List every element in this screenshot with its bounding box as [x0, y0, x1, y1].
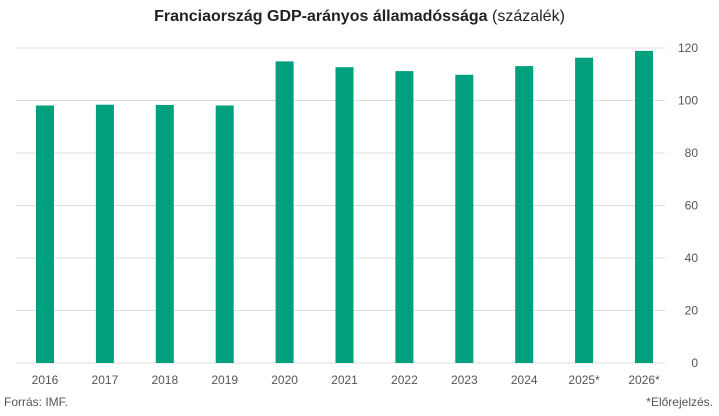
x-tick-label: 2022 [391, 373, 418, 387]
bar-2023 [455, 74, 474, 364]
x-tick-label: 2023 [451, 373, 478, 387]
x-axis-ticks: 2016 2017 2018 2019 2020 2021 2022 2023 2024 2025… [32, 373, 660, 387]
bar-2020 [275, 61, 294, 363]
x-tick-label: 2020 [271, 373, 298, 387]
bar-2025-forecast [575, 57, 594, 364]
forecast-note: *Előrejelzés. [646, 395, 713, 409]
bar-2026-forecast [635, 50, 653, 363]
y-axis-ticks: 0 20 40 60 80 100 120 [678, 41, 698, 370]
y-tick-label: 80 [685, 146, 699, 160]
y-tick-label: 40 [685, 251, 699, 265]
bar-2022 [395, 71, 414, 363]
bar-2021 [335, 67, 354, 363]
bar-2024 [515, 66, 534, 364]
bars [36, 50, 653, 364]
x-tick-label: 2018 [151, 373, 178, 387]
x-tick-label: 2026* [628, 373, 660, 387]
bar-2018 [155, 104, 174, 364]
x-tick-label: 2024 [511, 373, 538, 387]
bar-2019 [215, 105, 234, 364]
chart-title: Franciaország GDP-arányos államadóssága … [0, 8, 719, 26]
y-tick-label: 120 [678, 41, 698, 55]
y-tick-label: 20 [685, 304, 699, 318]
chart-title-main: Franciaország GDP-arányos államadóssága [154, 8, 488, 25]
y-tick-label: 0 [691, 356, 698, 370]
x-tick-label: 2019 [211, 373, 238, 387]
bar-2016 [36, 105, 54, 364]
x-tick-label: 2017 [92, 373, 119, 387]
bar-2017 [95, 104, 114, 363]
y-tick-label: 60 [685, 199, 699, 213]
y-tick-label: 100 [678, 94, 698, 108]
x-tick-label: 2021 [331, 373, 358, 387]
x-tick-label: 2016 [32, 373, 59, 387]
chart-title-unit: (százalék) [492, 8, 565, 25]
source-note: Forrás: IMF. [4, 395, 69, 409]
x-tick-label: 2025* [568, 373, 600, 387]
